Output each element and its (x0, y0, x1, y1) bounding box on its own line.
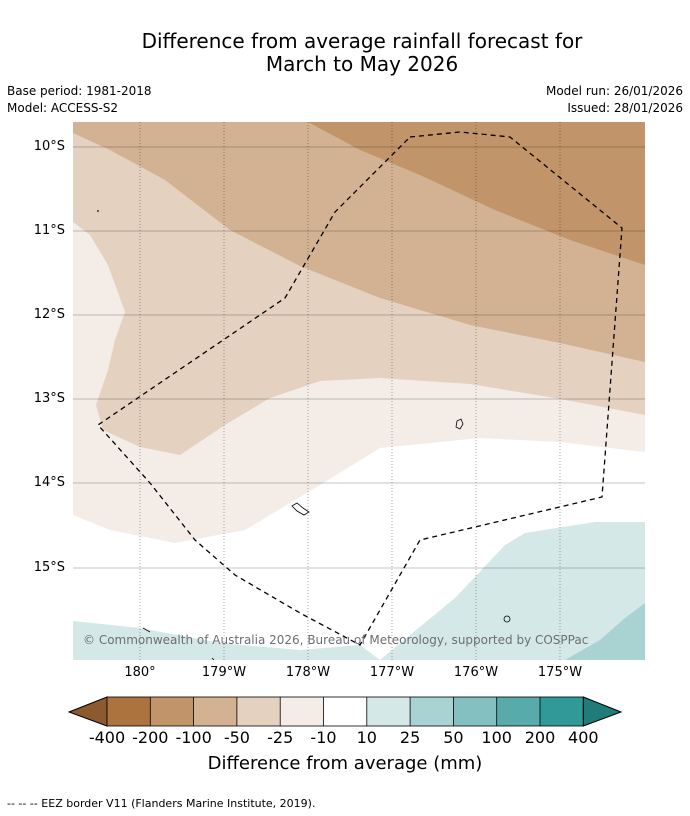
colorbar-dividers (106, 696, 584, 727)
colorbar-tick-label: -50 (223, 728, 250, 747)
colorbar-tick-label: 25 (399, 728, 421, 747)
lat-label: 13°S (33, 391, 65, 406)
colorbar-swatch (366, 697, 411, 726)
colorbar-tick-label: 200 (524, 728, 556, 747)
lon-label: 178°W (285, 665, 331, 680)
model-name: Model: ACCESS-S2 (7, 101, 119, 115)
title-line-2: March to May 2026 (265, 52, 459, 76)
island-outline (455, 418, 464, 430)
colorbar-swatch (107, 697, 151, 726)
colorbar-extend-high (582, 696, 623, 727)
colorbar-extend-low (67, 696, 108, 727)
lat-label: 10°S (33, 139, 65, 154)
lat-label: 14°S (33, 475, 65, 490)
colorbar-tick-label: 50 (443, 728, 464, 747)
eez-footnote: -- -- -- EEZ border V11 (Flanders Marine… (7, 797, 316, 810)
model-run: Model run: 26/01/2026 (545, 84, 683, 98)
lon-label: 177°W (369, 665, 415, 680)
title-line-1: Difference from average rainfall forecas… (141, 29, 583, 53)
issued-date: Issued: 28/01/2026 (567, 101, 683, 115)
band-plus25-plus50 (565, 603, 645, 660)
colorbar-tick-label: 10 (356, 728, 377, 747)
colorbar-swatch (410, 697, 454, 726)
meta-left: Base period: 1981-2018 Model: ACCESS-S2 (7, 83, 152, 117)
colorbar-swatch (150, 697, 194, 726)
eez-border (97, 131, 623, 646)
colorbar-tick-label: -100 (175, 728, 212, 747)
colorbar-swatch (280, 697, 324, 726)
colorbar-title: Difference from average (mm) (207, 753, 483, 774)
colorbar-swatch (193, 697, 237, 726)
colorbar-tick-label: -25 (267, 728, 294, 747)
colorbar-tick-label: -400 (88, 728, 126, 747)
band-plus10-plus25 (380, 522, 645, 660)
graticule (73, 146, 645, 569)
lat-label: 11°S (33, 223, 65, 238)
meta-right: Model run: 26/01/2026 Issued: 28/01/2026 (546, 83, 683, 117)
lon-label: 179°W (201, 665, 247, 680)
rainfall-map (73, 122, 645, 660)
band-plus10-plus25-west (73, 621, 380, 660)
colorbar-swatch (323, 697, 367, 726)
base-period: Base period: 1981-2018 (7, 84, 152, 98)
lat-label: 15°S (33, 560, 65, 575)
colorbar-tick-label: 100 (481, 728, 512, 747)
lon-label: 176°W (453, 665, 499, 680)
colorbar-tick-label: -10 (310, 728, 337, 747)
lon-label: 180° (124, 665, 156, 680)
lon-label: 175°W (537, 665, 583, 680)
island-outline (503, 615, 511, 623)
copyright-notice: © Commonwealth of Australia 2026, Bureau… (83, 633, 589, 647)
colorbar-swatch (453, 697, 497, 726)
island-outline (211, 657, 215, 660)
figure-title: Difference from average rainfall forecas… (0, 30, 690, 76)
lat-label: 12°S (33, 307, 65, 322)
colorbar-swatch (236, 697, 281, 726)
colorbar-swatch (540, 697, 584, 726)
island-outline (97, 210, 99, 212)
island-outline (291, 502, 310, 516)
colorbar-tick-label: -200 (132, 728, 169, 747)
band-minus200-minus100 (308, 122, 645, 265)
colorbar-swatch (496, 697, 540, 726)
island-outline (142, 627, 151, 633)
colorbar-tick-label: 400 (568, 728, 599, 747)
